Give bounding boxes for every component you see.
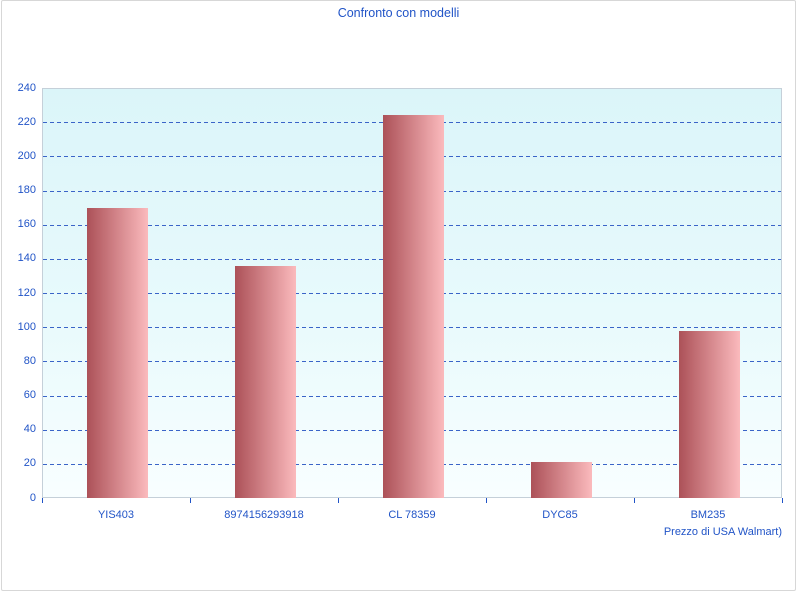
chart-frame: Confronto con modelli 0 20 40 60 80 100 120 140… — [1, 0, 796, 591]
x-axis-tick — [486, 498, 487, 503]
x-category-label-DYC85: DYC85 — [542, 509, 578, 521]
y-tick-label-0: 0 — [29, 492, 36, 504]
y-tick-label-120: 120 — [17, 287, 36, 299]
x-axis-tick — [782, 498, 783, 503]
y-tick-label-20: 20 — [23, 457, 36, 469]
y-tick-label-180: 180 — [17, 184, 36, 196]
x-category-label-BM235: BM235 — [690, 509, 726, 521]
x-category-label-8974156293918: 8974156293918 — [224, 509, 304, 521]
bar-YIS403 — [87, 208, 148, 498]
x-axis-tick — [338, 498, 339, 503]
bar-8974156293918 — [235, 266, 296, 498]
y-tick-label-240: 240 — [17, 82, 36, 94]
x-axis-tick — [634, 498, 635, 503]
x-axis-label: Prezzo di USA Walmart) — [663, 526, 782, 538]
y-tick-label-40: 40 — [23, 423, 36, 435]
y-tick-label-220: 220 — [17, 116, 36, 128]
y-tick-label-140: 140 — [17, 252, 36, 264]
bar-BM235 — [679, 331, 740, 498]
x-axis-tick — [190, 498, 191, 503]
chart-title: Confronto con modelli — [337, 6, 460, 20]
y-tick-label-200: 200 — [17, 150, 36, 162]
y-tick-label-60: 60 — [23, 389, 36, 401]
plot-area — [42, 88, 782, 498]
x-category-label-YIS403: YIS403 — [97, 509, 135, 521]
y-tick-label-160: 160 — [17, 218, 36, 230]
y-tick-label-80: 80 — [23, 355, 36, 367]
x-axis-tick — [42, 498, 43, 503]
bar-DYC85 — [531, 462, 592, 498]
y-tick-label-100: 100 — [17, 321, 36, 333]
x-category-label-CL 78359: CL 78359 — [388, 509, 436, 521]
bar-CL 78359 — [383, 115, 444, 498]
